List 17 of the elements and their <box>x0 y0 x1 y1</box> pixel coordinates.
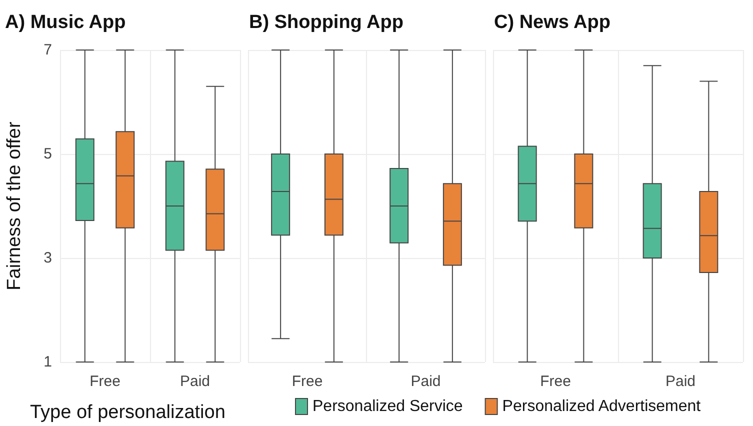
chart-title: A) Music App <box>5 12 126 33</box>
legend-label: Personalized Service <box>312 398 463 415</box>
x-tick-label: Paid <box>665 373 696 390</box>
legend-label: Personalized Advertisement <box>502 398 702 415</box>
legend-title: Type of personalization <box>30 402 226 423</box>
x-tick-label: Free <box>292 373 323 390</box>
y-axis-title: Fairness of the offer <box>4 121 25 290</box>
y-tick-label: 7 <box>44 42 52 58</box>
x-tick-label: Free <box>90 373 120 390</box>
chart-title: B) Shopping App <box>249 12 404 33</box>
x-tick-label: Paid <box>410 373 441 390</box>
x-tick-label: Free <box>540 373 571 390</box>
y-tick-label: 3 <box>44 250 52 266</box>
x-tick-label: Paid <box>180 373 210 390</box>
y-tick-label: 1 <box>44 354 52 370</box>
y-tick-label: 5 <box>44 146 52 162</box>
chart-title: C) News App <box>494 12 610 33</box>
